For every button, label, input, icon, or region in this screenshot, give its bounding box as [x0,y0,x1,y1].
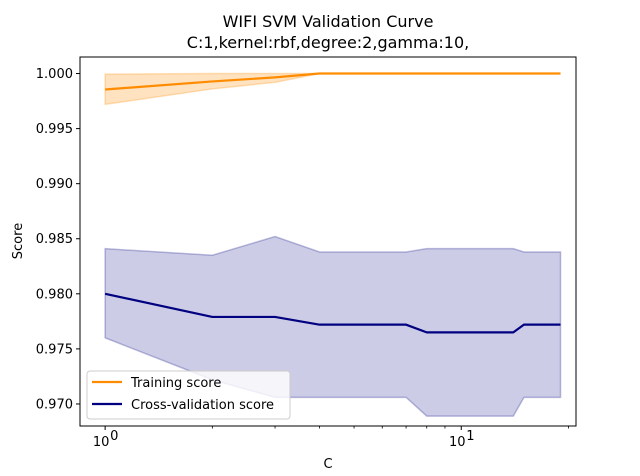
legend-training-label: Training score [130,376,221,391]
plot-frame [79,56,577,427]
chart-subtitle: C:1,kernel:rbf,degree:2,gamma:10, [187,33,469,52]
x-tick-label: 10 [93,435,110,450]
legend-cv-label: Cross-validation score [131,398,274,413]
x-axis-ticks: 10 0 10 1 [93,426,569,450]
legend-box [86,370,291,420]
y-tick-label: 0.980 [36,287,73,302]
y-axis-label: Score [11,223,26,259]
x-tick-exponent: 1 [466,429,474,444]
cv-score-line [104,292,561,334]
x-tick-label: 10 [449,435,466,450]
y-tick-label: 0.975 [36,342,73,357]
y-tick-label: 0.990 [36,177,73,192]
chart-title: WIFI SVM Validation Curve [223,12,434,31]
y-tick-label: 0.985 [36,232,73,247]
legend: Training score Cross-validation score [86,370,291,420]
y-tick-label: 1.000 [36,67,73,82]
y-tick-label: 0.995 [36,122,73,137]
training-score-line [105,72,561,91]
y-axis-ticks: 0.970 0.975 0.980 0.985 0.990 0.995 1.000 [36,67,80,412]
score-lines [104,72,561,334]
y-tick-label: 0.970 [36,397,73,412]
x-axis-label: C [323,457,332,472]
x-tick-exponent: 0 [110,429,118,444]
